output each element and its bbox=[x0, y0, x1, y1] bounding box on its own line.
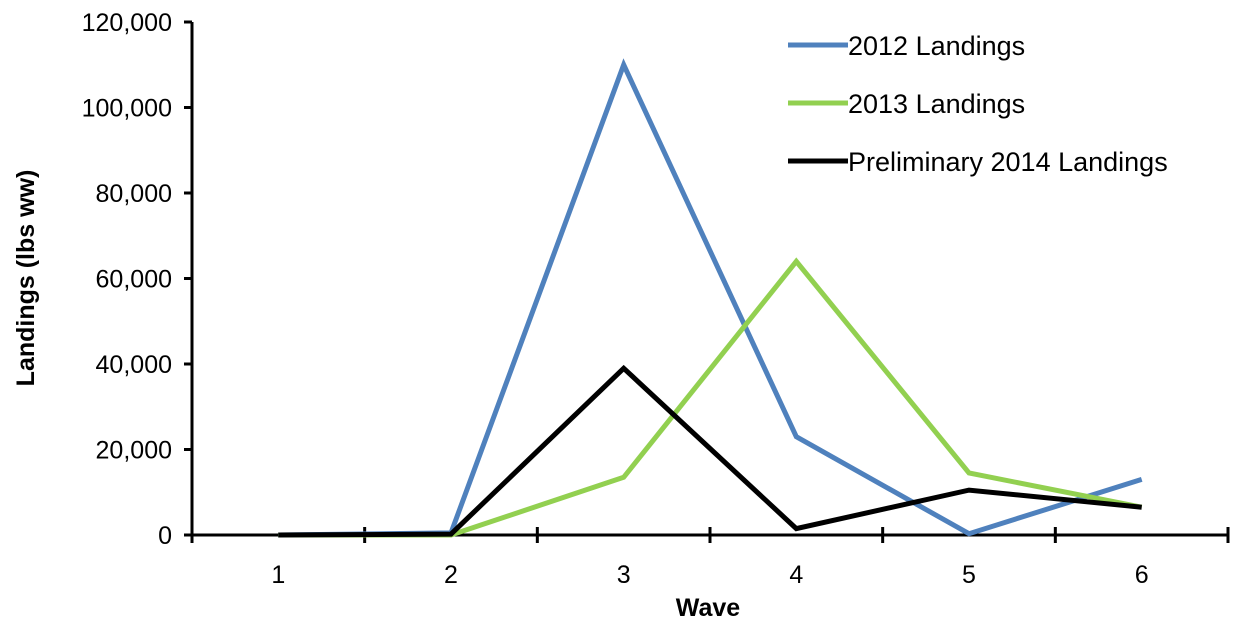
x-axis-title: Wave bbox=[676, 594, 740, 619]
legend-label: 2012 Landings bbox=[848, 31, 1025, 61]
y-tick-label: 60,000 bbox=[96, 266, 172, 294]
series-layer bbox=[278, 58, 1143, 538]
x-tick-label: 4 bbox=[789, 561, 803, 589]
legend: 2012 Landings 2013 Landings Preliminary 20… bbox=[788, 31, 1168, 177]
axes: 0 20,000 40,000 60,000 80,000 100,000 120,000 1… bbox=[82, 9, 1230, 589]
x-tick-label: 2 bbox=[444, 561, 458, 589]
series-line-3 bbox=[278, 364, 1142, 538]
y-tick-label: 20,000 bbox=[96, 437, 172, 465]
x-tick-label: 6 bbox=[1135, 561, 1149, 589]
x-tick-label: 3 bbox=[617, 561, 631, 589]
y-axis-title: Landings (lbs ww) bbox=[12, 170, 40, 387]
y-tick-label: 80,000 bbox=[96, 180, 172, 208]
y-tick-label: 0 bbox=[158, 522, 172, 550]
series-line-1 bbox=[278, 58, 1143, 538]
y-tick-label: 100,000 bbox=[82, 95, 172, 123]
legend-label: 2013 Landings bbox=[848, 89, 1025, 119]
legend-label: Preliminary 2014 Landings bbox=[848, 147, 1168, 177]
x-tick-label: 5 bbox=[962, 561, 976, 589]
y-tick-label: 120,000 bbox=[82, 9, 172, 37]
y-tick-label: 40,000 bbox=[96, 351, 172, 379]
x-tick-label: 1 bbox=[271, 561, 285, 589]
